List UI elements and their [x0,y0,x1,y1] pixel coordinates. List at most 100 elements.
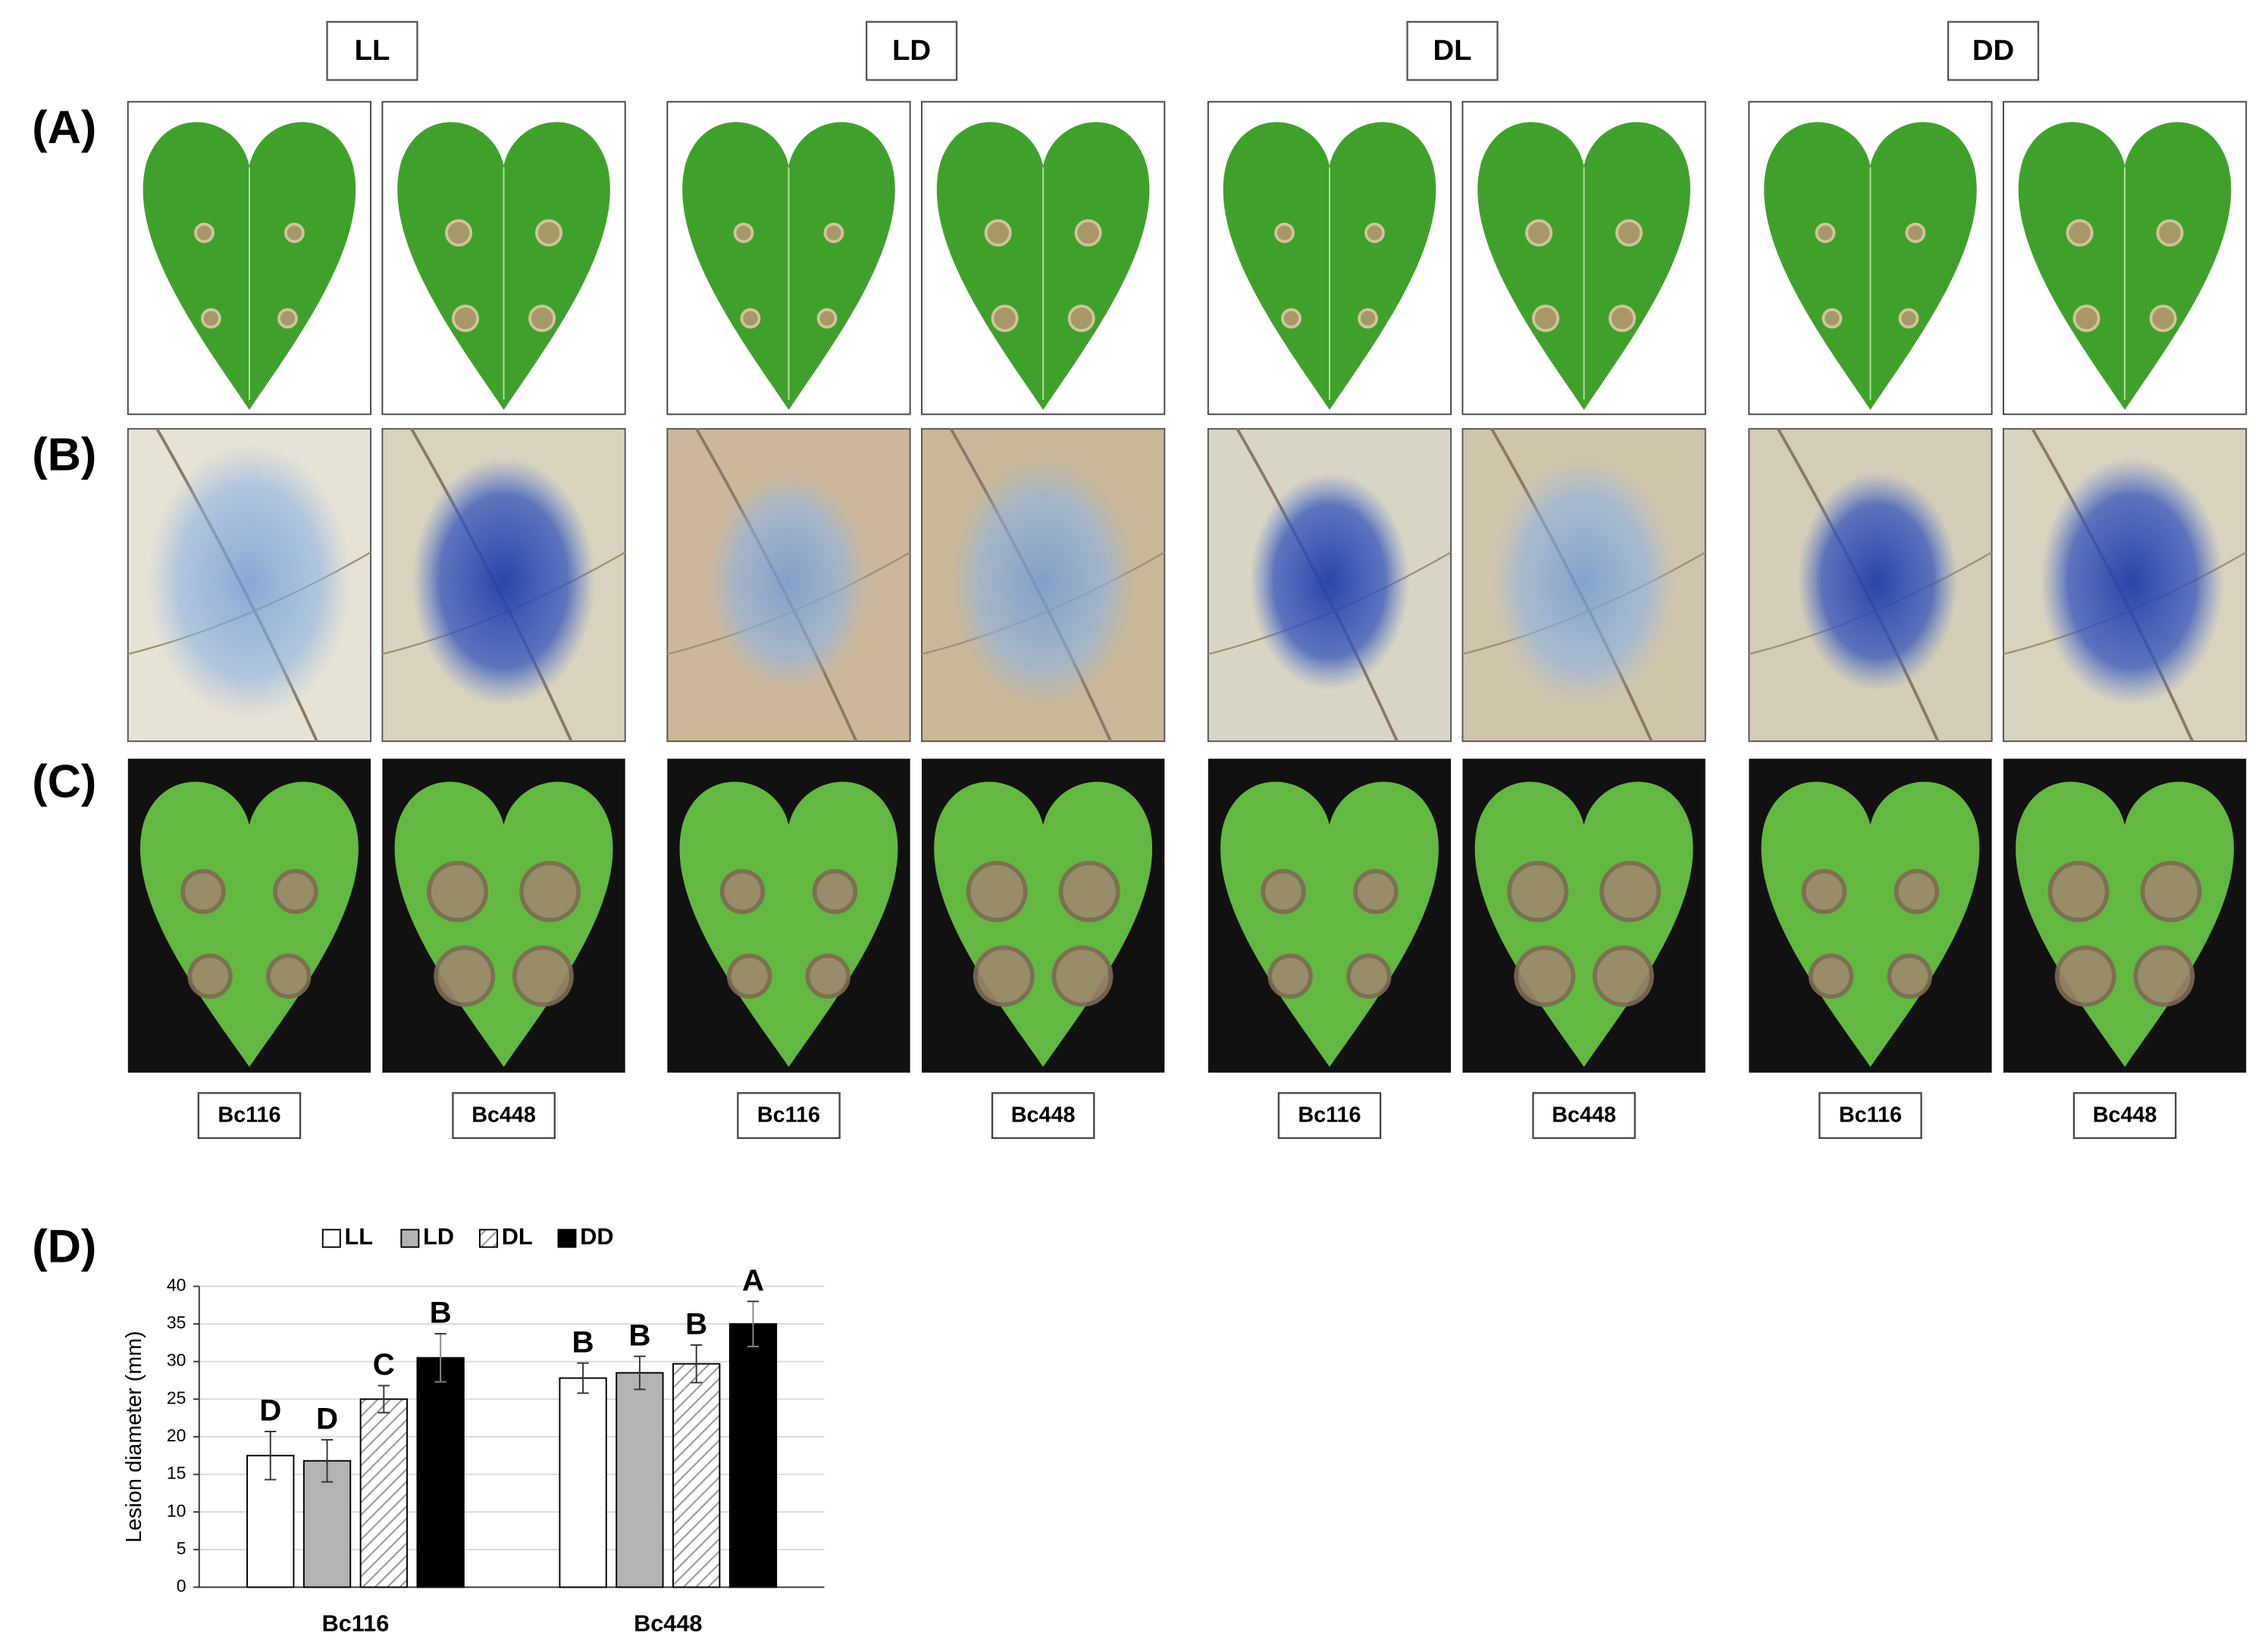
lesion [1514,945,1576,1007]
legend-swatch [478,1228,498,1248]
strain-label: Bc116 [218,1103,280,1128]
y-tick-label: 40 [167,1275,186,1295]
lesion [1051,945,1114,1007]
lesion [1532,305,1560,333]
error-bar [377,1385,390,1414]
stain-area [1797,472,1958,691]
x-tick-label: Bc448 [634,1610,702,1636]
stain-area [1492,458,1676,706]
panel-label: (B) [32,428,96,480]
significance-letter: B [685,1307,707,1341]
error-bar [321,1438,334,1483]
lesion [1808,953,1854,999]
y-tick-label: 20 [167,1425,186,1445]
lesion [452,305,480,333]
lesion [2156,219,2184,247]
strain-box [452,1092,556,1139]
lesion [180,868,226,915]
leaf [679,781,898,1067]
bar [559,1377,607,1588]
lesion [1609,305,1637,333]
lesion [427,860,489,922]
y-tick-label: 0 [177,1576,186,1596]
lesion [991,305,1019,333]
lesion [445,219,473,247]
condition-box [1947,20,2040,81]
panel-label: (A) [32,102,96,154]
strain-box [991,1092,1095,1139]
lesion [1525,219,1553,247]
bar [359,1398,408,1588]
lesion [200,308,221,329]
lesion [1261,868,1306,915]
lesion [277,308,298,329]
lesion [194,222,215,243]
lesion [266,953,312,999]
x-tick-label: Bc116 [322,1610,390,1636]
lesion [1615,219,1643,247]
lesion [2047,860,2110,922]
condition-box [865,20,958,81]
y-tick-label: 35 [167,1313,186,1332]
lesion [966,860,1028,922]
lesion [519,860,581,922]
strain-box [197,1092,302,1139]
condition-label: DL [1433,34,1471,67]
strain-box [1532,1092,1636,1139]
lesion [1274,222,1295,243]
legend-swatch [400,1228,420,1248]
leaf [394,781,613,1067]
lesion [973,945,1035,1007]
lesion [1822,308,1843,329]
lesion [1346,953,1392,999]
significance-letter: D [259,1394,281,1428]
lesion [1058,860,1120,922]
lesion [1887,953,1933,999]
stain-area [951,458,1135,706]
y-tick-label: 30 [167,1350,186,1370]
y-tick-label: 5 [177,1538,186,1558]
lesion [534,219,563,247]
y-axis-label: Lesion diameter (mm) [122,1331,146,1543]
leaf [1220,781,1439,1067]
lesion [1599,860,1662,922]
lesion [1358,308,1378,329]
lesion [1353,868,1399,915]
lesion [2072,305,2100,333]
leaf [934,781,1153,1067]
lesion [2054,945,2116,1007]
stain-area [147,443,352,720]
lesion [1074,219,1102,247]
lesion [1801,868,1847,915]
legend-swatch [557,1228,577,1248]
error-bar [434,1332,446,1383]
lesion [726,953,772,999]
bar [672,1363,721,1588]
strain-box [2072,1092,2177,1139]
lesion [1267,953,1313,999]
lesion [2149,305,2177,333]
significance-letter: A [742,1263,764,1297]
lesion [823,222,844,243]
bar [416,1356,465,1588]
lesion [733,222,754,243]
lesion [984,219,1012,247]
condition-label: LD [892,34,931,67]
stain-area [709,472,869,691]
significance-letter: B [628,1318,650,1352]
leaf [1761,781,1980,1067]
lesion [1507,860,1569,922]
stain-area [2040,458,2224,706]
condition-box [1406,20,1499,81]
lesion [2066,219,2094,247]
legend-label: DD [580,1223,613,1250]
bar [728,1323,778,1588]
leaf [1474,781,1693,1067]
significance-letter: C [373,1347,395,1381]
lesion [187,953,233,999]
lesion [805,953,851,999]
strain-label: Bc448 [1552,1103,1616,1128]
significance-letter: D [316,1402,338,1436]
strain-label: Bc116 [1839,1103,1902,1128]
lesion [528,305,556,333]
